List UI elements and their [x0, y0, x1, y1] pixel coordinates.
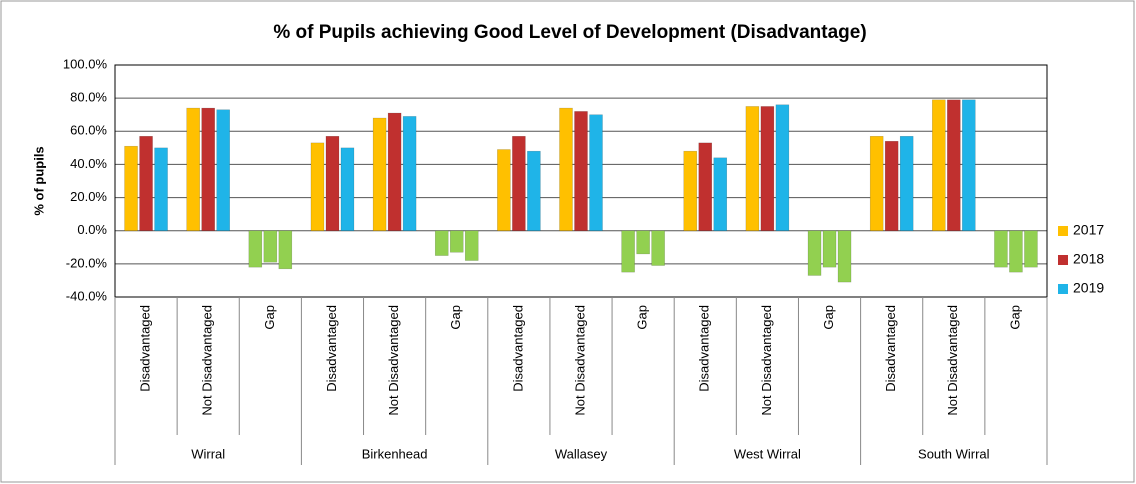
bar — [497, 149, 511, 231]
bar — [154, 147, 168, 231]
legend-label: 2019 — [1073, 280, 1104, 296]
y-tick-label: 0.0% — [77, 222, 107, 237]
bar — [139, 136, 153, 231]
group-label: Birkenhead — [362, 446, 428, 461]
chart-title: % of Pupils achieving Good Level of Deve… — [273, 22, 866, 43]
group-label: Wallasey — [555, 446, 608, 461]
bar — [713, 157, 728, 231]
bar — [402, 116, 417, 231]
y-tick-label: -20.0% — [66, 255, 108, 270]
bar — [310, 142, 325, 231]
bar — [1009, 230, 1023, 273]
bar — [837, 230, 852, 283]
bar — [932, 99, 946, 231]
bar — [947, 99, 961, 231]
bar — [822, 230, 837, 268]
x-tick-label: Disadvantaged — [510, 305, 525, 392]
bar — [994, 230, 1008, 268]
bar — [899, 136, 914, 231]
bar — [962, 99, 976, 231]
x-tick-label: Not Disadvantaged — [572, 305, 587, 416]
legend-swatch — [1058, 284, 1068, 294]
bar — [869, 136, 884, 231]
legend-label: 2017 — [1073, 222, 1104, 238]
x-tick-label: Disadvantaged — [883, 305, 898, 392]
bar — [698, 142, 713, 231]
bar — [651, 230, 665, 266]
x-tick-label: Disadvantaged — [697, 305, 712, 392]
y-tick-label: 60.0% — [70, 123, 107, 138]
y-tick-label: 80.0% — [70, 90, 107, 105]
legend-swatch — [1058, 226, 1068, 236]
bar — [745, 106, 760, 231]
plot-border — [114, 64, 1048, 298]
bar — [574, 111, 588, 231]
x-tick-label: Gap — [821, 305, 836, 330]
bar — [325, 136, 340, 231]
x-tick-label: Gap — [635, 305, 650, 330]
bar — [464, 230, 479, 261]
x-tick-label: Not Disadvantaged — [945, 305, 960, 416]
bar — [201, 107, 215, 231]
y-tick-label: 100.0% — [63, 56, 108, 71]
x-tick-label: Disadvantaged — [324, 305, 339, 392]
y-tick-label: 20.0% — [70, 189, 107, 204]
bar — [807, 230, 822, 276]
y-tick-label: 40.0% — [70, 156, 107, 171]
x-tick-label: Not Disadvantaged — [200, 305, 215, 416]
x-tick-label: Gap — [1007, 305, 1022, 330]
bar — [559, 107, 573, 231]
bar — [512, 136, 526, 231]
bar — [340, 147, 355, 231]
legend-swatch — [1058, 255, 1068, 265]
bar — [884, 140, 899, 231]
bar — [683, 150, 698, 231]
bar — [760, 106, 775, 231]
legend-label: 2018 — [1073, 251, 1104, 267]
bar — [434, 230, 449, 256]
group-label: South Wirral — [918, 446, 990, 461]
x-tick-label: Gap — [262, 305, 277, 330]
x-tick-label: Disadvantaged — [138, 305, 153, 392]
bar — [124, 145, 138, 231]
bar — [775, 104, 790, 231]
group-label: Wirral — [191, 446, 225, 461]
bar — [621, 230, 635, 273]
group-label: West Wirral — [734, 446, 801, 461]
bar — [636, 230, 650, 255]
y-tick-label: -40.0% — [66, 288, 108, 303]
bar — [278, 230, 293, 270]
bar — [589, 114, 603, 231]
bar — [216, 109, 230, 231]
x-tick-label: Not Disadvantaged — [759, 305, 774, 416]
bar — [527, 150, 541, 231]
bar — [263, 230, 278, 263]
bar — [186, 107, 200, 231]
x-tick-label: Not Disadvantaged — [386, 305, 401, 416]
bar — [1024, 230, 1038, 268]
bar — [387, 112, 402, 231]
bar — [248, 230, 263, 268]
bar — [449, 230, 464, 253]
bar — [372, 117, 387, 231]
x-tick-label: Gap — [448, 305, 463, 330]
y-axis-label: % of pupils — [31, 146, 46, 215]
